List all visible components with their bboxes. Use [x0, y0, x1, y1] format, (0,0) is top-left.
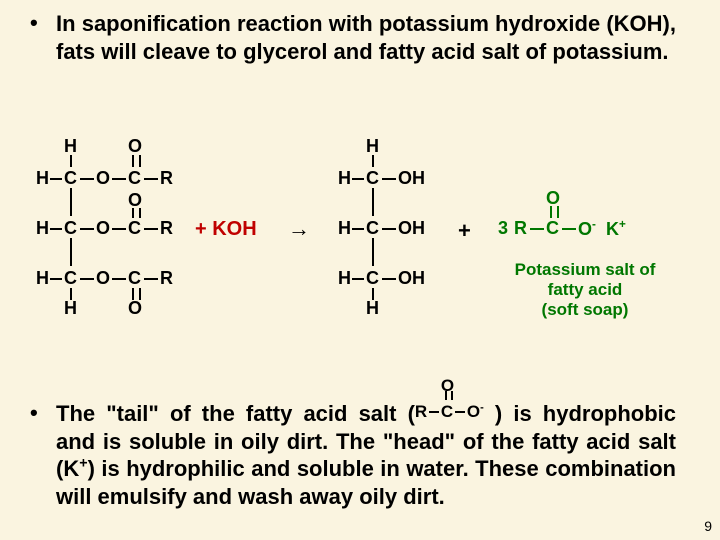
dbond-v [132, 155, 141, 167]
bottom-paragraph: The "tail" of the fatty acid salt ( R C … [56, 400, 676, 510]
tg-H-2: H [36, 218, 49, 239]
top-bullet: • [30, 10, 38, 36]
inline-C: C [441, 401, 453, 422]
slide-page: • In saponification reaction with potass… [0, 0, 720, 540]
salt-O-top: O [546, 188, 560, 209]
bond-h [112, 178, 126, 180]
salt-O-side: O- [578, 218, 596, 240]
bond-h [530, 228, 544, 230]
glyc-H-top: H [366, 136, 379, 157]
tg-H-1: H [36, 168, 49, 189]
bond-h [455, 411, 465, 413]
bond-h [80, 228, 94, 230]
glyc-H-1: H [338, 168, 351, 189]
bond-h [352, 178, 364, 180]
glyc-H-bot: H [366, 298, 379, 319]
tg-R-1: R [160, 168, 173, 189]
bond-v [372, 155, 374, 167]
tg-C2-2: C [128, 218, 141, 239]
bond-h [112, 278, 126, 280]
bond-h [144, 228, 158, 230]
bond-v [70, 188, 72, 216]
tg-dO-3: O [128, 298, 142, 319]
bottom-text-before: The "tail" of the fatty acid salt ( [56, 401, 415, 426]
bond-h [80, 178, 94, 180]
glyc-OH-1: OH [398, 168, 425, 189]
bond-h [562, 228, 576, 230]
glyc-C-3: C [366, 268, 379, 289]
inline-O-top: O [441, 375, 454, 396]
tg-R-2: R [160, 218, 173, 239]
tg-C2-1: C [128, 168, 141, 189]
inline-formula: R C O O- [415, 401, 495, 423]
bond-h [112, 228, 126, 230]
salt-K: K+ [606, 218, 626, 240]
bond-h [382, 228, 396, 230]
bond-h [382, 278, 396, 280]
glyc-OH-3: OH [398, 268, 425, 289]
bond-h [429, 411, 439, 413]
bond-h [352, 278, 364, 280]
glyc-C-1: C [366, 168, 379, 189]
bond-h [352, 228, 364, 230]
top-paragraph: In saponification reaction with potassiu… [56, 10, 676, 65]
salt-label-3: (soft soap) [490, 300, 680, 320]
plus-koh: + KOH [195, 218, 257, 241]
inline-R: R [415, 401, 427, 422]
tg-C2-3: C [128, 268, 141, 289]
tg-O-3: O [96, 268, 110, 289]
salt-C: C [546, 218, 559, 239]
bond-h [144, 178, 158, 180]
bond-h [50, 178, 62, 180]
glyc-C-2: C [366, 218, 379, 239]
dbond-v [132, 208, 141, 218]
glyc-OH-2: OH [398, 218, 425, 239]
salt-label-2: fatty acid [490, 280, 680, 300]
salt-three: 3 [498, 218, 508, 239]
tg-H-3: H [36, 268, 49, 289]
tg-C-1: C [64, 168, 77, 189]
bond-v [70, 155, 72, 167]
bond-h [50, 228, 62, 230]
bond-h [382, 178, 396, 180]
bottom-text-after2: ) is hydrophilic and soluble in water. T… [56, 456, 676, 509]
tg-C-2: C [64, 218, 77, 239]
bottom-bullet: • [30, 400, 38, 426]
page-number: 9 [704, 518, 712, 534]
bond-v [372, 238, 374, 266]
bond-h [144, 278, 158, 280]
bond-v [372, 188, 374, 216]
triglyceride-H-top: H [64, 136, 77, 157]
inline-O-side: O- [467, 401, 484, 422]
salt-R: R [514, 218, 527, 239]
glyc-H-3: H [338, 268, 351, 289]
reaction-diagram: H H C O C R O H C O C R O H C O [40, 140, 680, 370]
reaction-arrow: → [288, 216, 310, 242]
bond-h [50, 278, 62, 280]
bond-h [80, 278, 94, 280]
tg-O-2: O [96, 218, 110, 239]
tg-R-3: R [160, 268, 173, 289]
bond-v [70, 238, 72, 266]
tg-O-1: O [96, 168, 110, 189]
plus-sign: + [458, 218, 471, 244]
tg-dO-1: O [128, 136, 142, 157]
tg-C-3: C [64, 268, 77, 289]
salt-label-1: Potassium salt of [490, 260, 680, 280]
glyc-H-2: H [338, 218, 351, 239]
triglyceride-H-bot: H [64, 298, 77, 319]
